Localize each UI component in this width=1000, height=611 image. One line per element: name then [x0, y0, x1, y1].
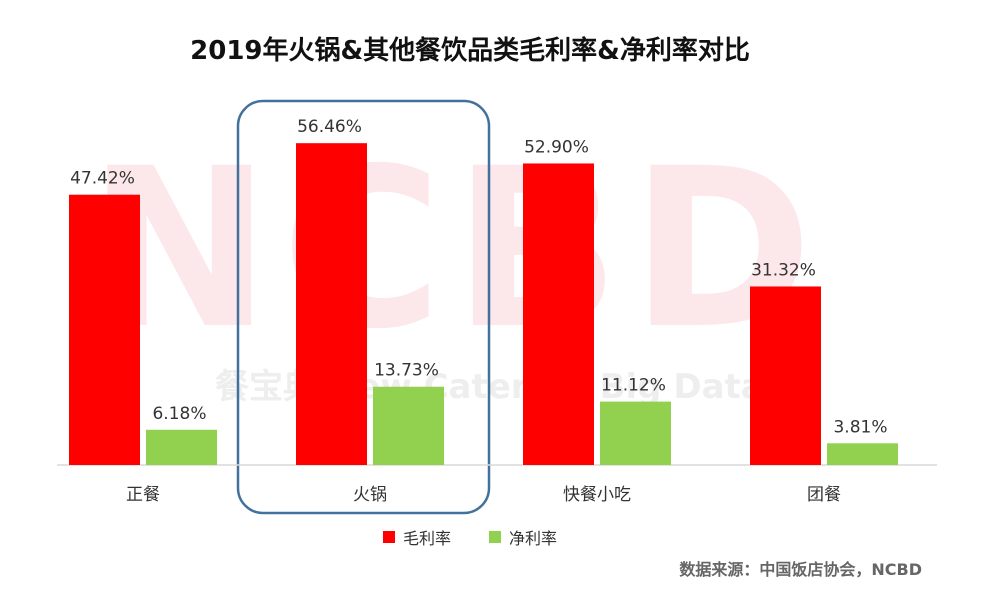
- labels-layer: 47.42% 6.18% 56.46% 13.73% 52.90% 11.12% 31.32…: [70, 117, 887, 437]
- legend-swatch-net-margin: [489, 531, 501, 543]
- bars-layer: [69, 143, 898, 466]
- bar-net-margin-3: [827, 443, 898, 465]
- highlight-box: [236, 99, 491, 515]
- bar-net-margin-1: [373, 386, 444, 465]
- x-tick-label-2: 快餐小吃: [563, 485, 631, 505]
- x-tick-label-1: 火锅: [353, 485, 387, 505]
- legend-item-gross-margin: 毛利率: [382, 525, 451, 549]
- legend-label-net-margin: 净利率: [509, 529, 558, 548]
- data-label-net-margin-3: 3.81%: [833, 417, 887, 437]
- bar-net-margin-2: [600, 401, 671, 465]
- bar-gross-margin-3: [750, 286, 821, 465]
- source-note: 数据来源：中国饭店协会，NCBD: [679, 560, 922, 579]
- x-tick-labels: 正餐 火锅 快餐小吃 团餐: [126, 485, 841, 505]
- data-label-net-margin-0: 6.18%: [152, 404, 206, 424]
- data-label-gross-margin-3: 31.32%: [751, 260, 816, 280]
- legend-swatch-gross-margin: [382, 531, 395, 543]
- data-label-net-margin-2: 11.12%: [601, 376, 666, 396]
- legend: 毛利率 净利率: [0, 525, 940, 549]
- bar-gross-margin-1: [296, 143, 367, 466]
- bar-gross-margin-2: [523, 163, 594, 465]
- data-label-net-margin-1: 13.73%: [374, 361, 439, 381]
- watermark-logo: NCBD: [87, 121, 823, 377]
- x-tick-label-0: 正餐: [126, 485, 160, 505]
- legend-label-gross-margin: 毛利率: [402, 529, 451, 548]
- data-label-gross-margin-0: 47.42%: [70, 169, 135, 189]
- bar-net-margin-0: [146, 429, 217, 465]
- data-label-gross-margin-1: 56.46%: [297, 117, 362, 137]
- legend-item-net-margin: 净利率: [489, 525, 557, 549]
- chart-title: 2019年火锅&其他餐饮品类毛利率&净利率对比: [190, 36, 750, 66]
- bar-gross-margin-0: [69, 194, 140, 465]
- data-label-gross-margin-2: 52.90%: [524, 137, 589, 157]
- x-tick-label-3: 团餐: [807, 485, 841, 505]
